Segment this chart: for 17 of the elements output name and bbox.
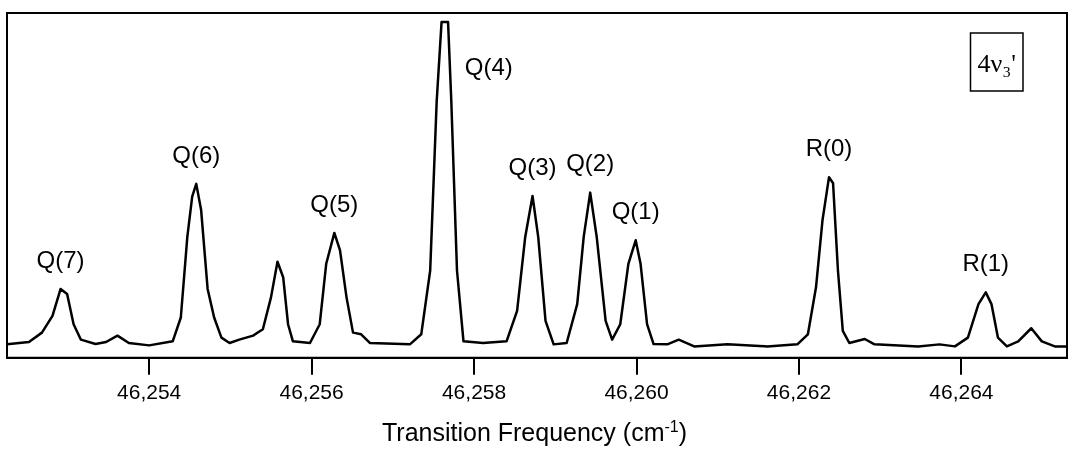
- annotation: Q(6): [172, 140, 221, 168]
- x-tick-label: 46,264: [929, 380, 994, 404]
- annotation: Q(2): [566, 149, 615, 177]
- annotation: Q(5): [310, 189, 359, 217]
- x-axis-title: Transition Frequency (cm$^{-1}$): [380, 418, 689, 448]
- annotation: 4ν₃': [977, 49, 1017, 78]
- x-tick-label: 46,254: [117, 380, 182, 404]
- x-tick-label: 46,262: [766, 380, 832, 404]
- annotation: R(0): [805, 133, 853, 161]
- x-tick-label: 46,260: [604, 380, 669, 404]
- x-tick-label: 46,256: [279, 380, 344, 404]
- annotation: Q(1): [611, 196, 660, 224]
- annotation: R(1): [962, 248, 1010, 276]
- annotation: Q(4): [464, 52, 513, 80]
- annotation: Q(7): [36, 245, 85, 273]
- annotation: Q(3): [508, 152, 557, 180]
- x-tick-label: 46,258: [441, 380, 507, 404]
